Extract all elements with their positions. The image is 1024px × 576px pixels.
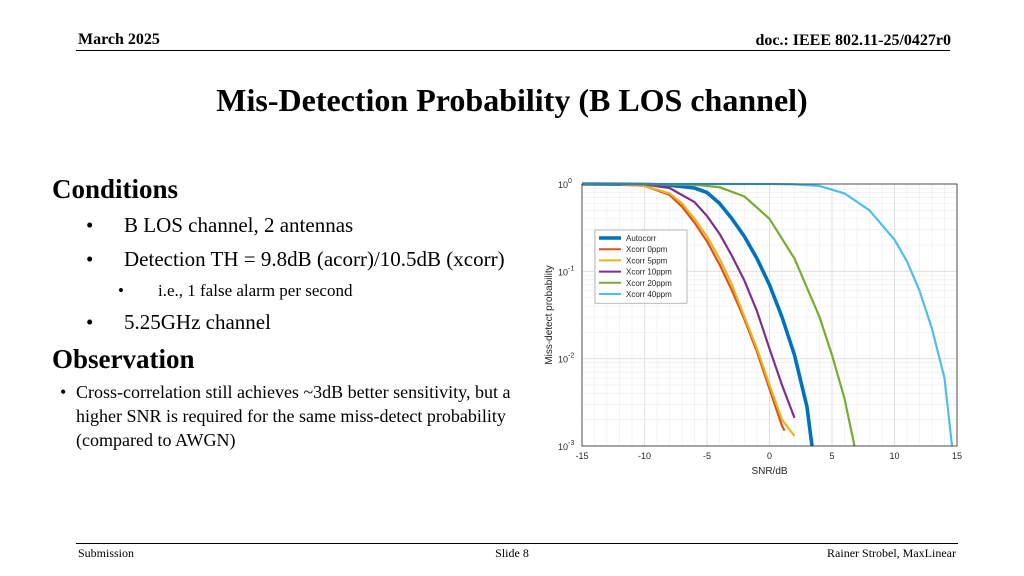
x-tick-label: 5 [829,451,834,461]
conditions-heading: Conditions [52,174,179,204]
legend-entry: Xcorr 40ppm [626,290,672,299]
y-axis-label: Miss-detect probability [544,265,555,364]
y-tick-exponent: 0 [568,178,572,185]
legend-entry: Autocorr [626,234,657,243]
series-line-xcorr-10ppm [581,182,796,419]
y-tick-exponent: -2 [568,353,574,360]
x-tick-label: -10 [638,451,651,461]
condition-item: 5.25GHz channel [52,308,532,337]
axes-box [581,183,958,447]
condition-item: B LOS channel, 2 antennas [52,211,532,240]
legend-box [594,229,688,304]
header-rule [76,50,950,51]
observation-item: Cross-correlation still achieves ~3dB be… [52,380,546,452]
slide-body: Conditions B LOS channel, 2 antennas Det… [52,172,532,452]
condition-subitem: i.e., 1 false alarm per second [52,279,532,303]
footer-author: Rainer Strobel, MaxLinear [827,546,956,560]
x-axis-label: SNR/dB [751,466,787,477]
legend-entry: Xcorr 5ppm [626,256,668,265]
conditions-list: B LOS channel, 2 antennas Detection TH =… [52,211,532,337]
header-date: March 2025 [78,31,160,48]
condition-item: Detection TH = 9.8dB (acorr)/10.5dB (xco… [52,245,532,274]
y-tick-exponent: -3 [568,440,574,447]
slide-title: Mis-Detection Probability (B LOS channel… [216,82,808,118]
x-tick-label: -15 [575,451,588,461]
x-tick-label: 0 [767,451,772,461]
series-line-autocorr [581,182,814,447]
y-tick-label: 10 [558,355,568,365]
legend-entry: Xcorr 20ppm [626,279,672,288]
x-tick-label: 10 [889,451,899,461]
footer-rule [76,543,958,544]
observation-heading: Observation [52,344,195,374]
x-tick-label: 15 [952,451,962,461]
y-tick-label: 10 [558,267,568,277]
header-doc-id: doc.: IEEE 802.11-25/0427r0 [755,32,951,49]
series-line-xcorr-5ppm [581,182,796,437]
observation-list: Cross-correlation still achieves ~3dB be… [52,380,532,452]
legend-entry: Xcorr 0ppm [626,245,668,254]
footer-slide-number: Slide 8 [495,546,529,560]
y-tick-exponent: -1 [568,265,574,272]
y-tick-label: 10 [558,180,568,190]
footer-submission: Submission [78,546,135,560]
y-tick-label: 10 [558,442,568,452]
x-tick-label: -5 [703,451,711,461]
legend-entry: Xcorr 10ppm [626,268,672,277]
